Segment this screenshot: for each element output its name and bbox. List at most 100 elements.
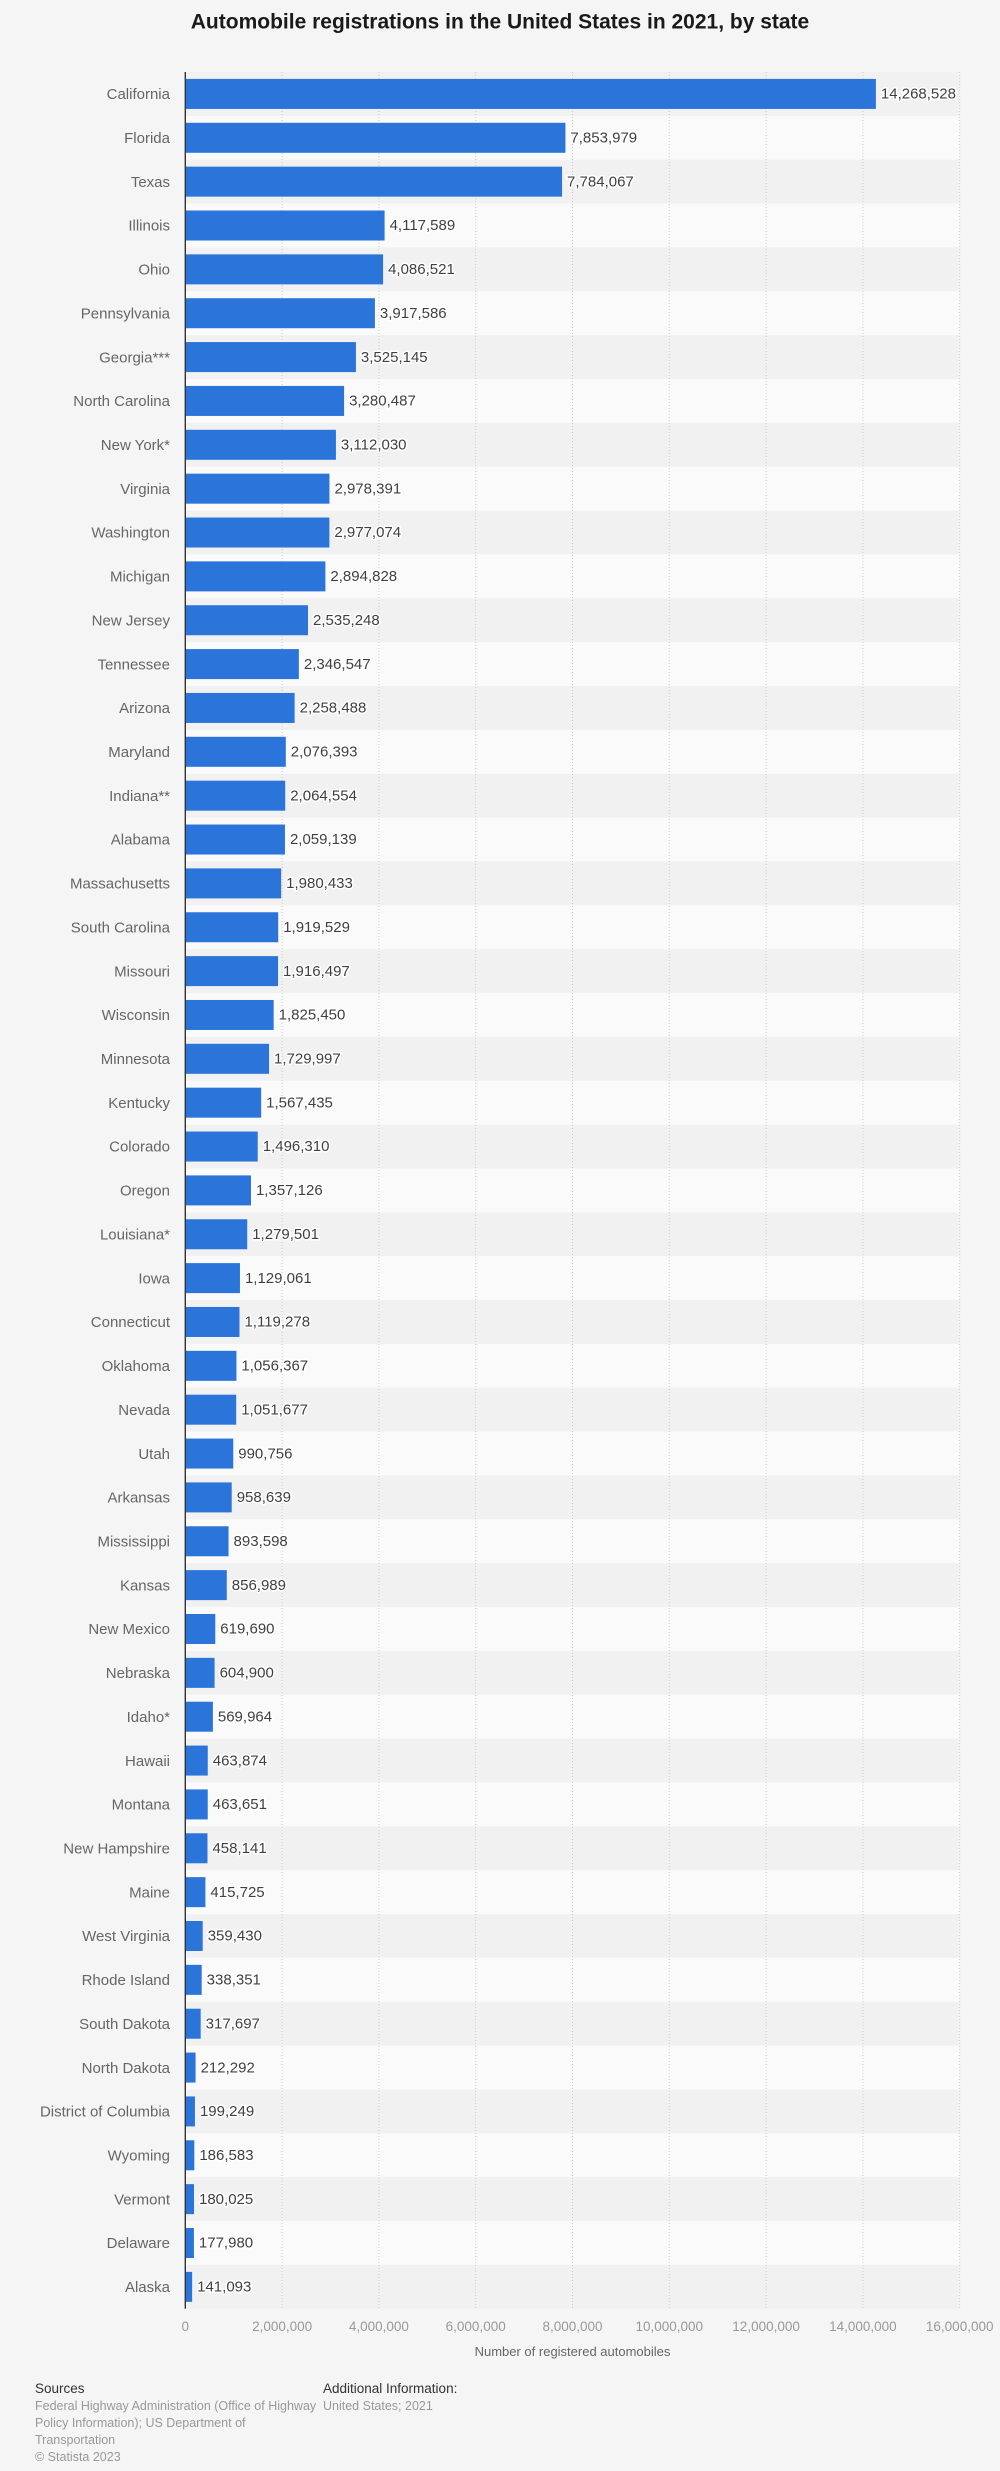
svg-text:Michigan: Michigan	[110, 569, 170, 586]
svg-text:Arizona: Arizona	[119, 700, 171, 717]
svg-text:619,690: 619,690	[220, 1621, 274, 1638]
svg-text:Nebraska: Nebraska	[106, 1665, 171, 1682]
svg-text:8,000,000: 8,000,000	[542, 2319, 602, 2334]
svg-text:West Virginia: West Virginia	[82, 1928, 170, 1945]
svg-text:3,112,030: 3,112,030	[341, 437, 407, 454]
svg-text:Louisiana*: Louisiana*	[100, 1226, 170, 1243]
svg-text:0: 0	[182, 2319, 190, 2334]
svg-text:Illinois: Illinois	[128, 218, 170, 235]
svg-text:2,346,547: 2,346,547	[304, 656, 371, 673]
svg-text:Federal Highway Administration: Federal Highway Administration (Office o…	[35, 2399, 317, 2413]
svg-text:Connecticut: Connecticut	[91, 1314, 171, 1331]
svg-text:199,249: 199,249	[200, 2103, 254, 2120]
svg-text:South Carolina: South Carolina	[71, 919, 171, 936]
svg-text:2,535,248: 2,535,248	[313, 612, 380, 629]
svg-text:Transportation: Transportation	[35, 2433, 115, 2447]
svg-text:Hawaii: Hawaii	[125, 1753, 170, 1770]
svg-text:569,964: 569,964	[218, 1708, 272, 1725]
svg-text:10,000,000: 10,000,000	[636, 2319, 704, 2334]
svg-text:1,919,529: 1,919,529	[283, 919, 350, 936]
svg-text:2,978,391: 2,978,391	[334, 480, 401, 497]
svg-text:6,000,000: 6,000,000	[446, 2319, 506, 2334]
svg-text:317,697: 317,697	[206, 2015, 260, 2032]
svg-text:Virginia: Virginia	[120, 481, 170, 498]
svg-text:New Jersey: New Jersey	[92, 612, 171, 629]
svg-text:2,894,828: 2,894,828	[330, 568, 397, 585]
svg-text:New Mexico: New Mexico	[88, 1621, 170, 1638]
svg-text:Sources: Sources	[35, 2381, 85, 2396]
svg-text:463,874: 463,874	[213, 1752, 267, 1769]
svg-text:1,279,501: 1,279,501	[252, 1226, 319, 1243]
svg-text:1,056,367: 1,056,367	[241, 1358, 308, 1375]
svg-text:Arkansas: Arkansas	[107, 1490, 170, 1507]
svg-text:463,651: 463,651	[213, 1796, 267, 1813]
svg-text:Idaho*: Idaho*	[127, 1709, 171, 1726]
svg-text:7,853,979: 7,853,979	[570, 129, 637, 146]
svg-text:1,119,278: 1,119,278	[244, 1314, 310, 1331]
svg-text:3,525,145: 3,525,145	[361, 349, 428, 366]
svg-text:4,117,589: 4,117,589	[390, 217, 456, 234]
svg-text:4,000,000: 4,000,000	[349, 2319, 409, 2334]
svg-text:Maine: Maine	[129, 1884, 170, 1901]
svg-text:359,430: 359,430	[208, 1928, 262, 1945]
svg-text:604,900: 604,900	[220, 1665, 274, 1682]
svg-text:Kansas: Kansas	[120, 1577, 170, 1594]
svg-text:© Statista 2023: © Statista 2023	[35, 2450, 121, 2464]
svg-text:1,567,435: 1,567,435	[266, 1094, 333, 1111]
svg-text:3,917,586: 3,917,586	[380, 305, 447, 322]
svg-text:Ohio: Ohio	[138, 262, 170, 279]
svg-text:Florida: Florida	[124, 130, 171, 147]
svg-text:Wisconsin: Wisconsin	[102, 1007, 170, 1024]
svg-text:1,825,450: 1,825,450	[279, 1007, 346, 1024]
svg-text:Wyoming: Wyoming	[108, 2147, 170, 2164]
svg-text:3,280,487: 3,280,487	[349, 393, 416, 410]
svg-text:1,729,997: 1,729,997	[274, 1051, 341, 1068]
svg-text:1,980,433: 1,980,433	[286, 875, 353, 892]
svg-text:2,258,488: 2,258,488	[300, 700, 367, 717]
svg-text:Colorado: Colorado	[109, 1139, 170, 1156]
svg-text:180,025: 180,025	[199, 2191, 253, 2208]
svg-text:New Hampshire: New Hampshire	[63, 1840, 170, 1857]
svg-text:Georgia***: Georgia***	[99, 349, 170, 366]
svg-text:1,357,126: 1,357,126	[256, 1182, 323, 1199]
svg-text:16,000,000: 16,000,000	[926, 2319, 994, 2334]
svg-text:Rhode Island: Rhode Island	[82, 1972, 170, 1989]
svg-text:Oklahoma: Oklahoma	[102, 1358, 171, 1375]
svg-text:458,141: 458,141	[212, 1840, 266, 1857]
svg-text:2,000,000: 2,000,000	[252, 2319, 312, 2334]
svg-text:415,725: 415,725	[210, 1884, 264, 1901]
svg-text:1,496,310: 1,496,310	[263, 1138, 330, 1155]
svg-text:1,916,497: 1,916,497	[283, 963, 350, 980]
svg-text:California: California	[107, 86, 171, 103]
svg-text:1,129,061: 1,129,061	[245, 1270, 312, 1287]
svg-text:12,000,000: 12,000,000	[732, 2319, 800, 2334]
svg-text:1,051,677: 1,051,677	[241, 1401, 308, 1418]
svg-text:Montana: Montana	[112, 1797, 171, 1814]
svg-text:Utah: Utah	[138, 1446, 170, 1463]
svg-text:14,268,528: 14,268,528	[881, 86, 956, 103]
svg-text:Kentucky: Kentucky	[108, 1095, 170, 1112]
svg-text:893,598: 893,598	[234, 1533, 288, 1550]
svg-text:Automobile registrations in th: Automobile registrations in the United S…	[191, 11, 809, 34]
svg-text:2,977,074: 2,977,074	[334, 524, 401, 541]
svg-text:2,064,554: 2,064,554	[290, 787, 357, 804]
svg-text:North Carolina: North Carolina	[73, 393, 170, 410]
svg-text:Nevada: Nevada	[118, 1402, 170, 1419]
svg-text:Alabama: Alabama	[111, 832, 171, 849]
svg-text:14,000,000: 14,000,000	[829, 2319, 897, 2334]
svg-text:United States; 2021: United States; 2021	[323, 2399, 433, 2413]
svg-text:Additional Information:: Additional Information:	[323, 2381, 457, 2396]
svg-text:Tennessee: Tennessee	[97, 656, 170, 673]
svg-text:338,351: 338,351	[207, 1972, 261, 1989]
svg-text:990,756: 990,756	[238, 1445, 292, 1462]
svg-text:Delaware: Delaware	[107, 2235, 170, 2252]
svg-text:Oregon: Oregon	[120, 1183, 170, 1200]
svg-text:New York*: New York*	[101, 437, 170, 454]
svg-text:856,989: 856,989	[232, 1577, 286, 1594]
svg-text:212,292: 212,292	[201, 2059, 255, 2076]
svg-text:Pennsylvania: Pennsylvania	[81, 305, 171, 322]
svg-text:Vermont: Vermont	[114, 2191, 171, 2208]
svg-text:Missouri: Missouri	[114, 963, 170, 980]
svg-text:177,980: 177,980	[199, 2235, 253, 2252]
svg-text:North Dakota: North Dakota	[82, 2060, 171, 2077]
